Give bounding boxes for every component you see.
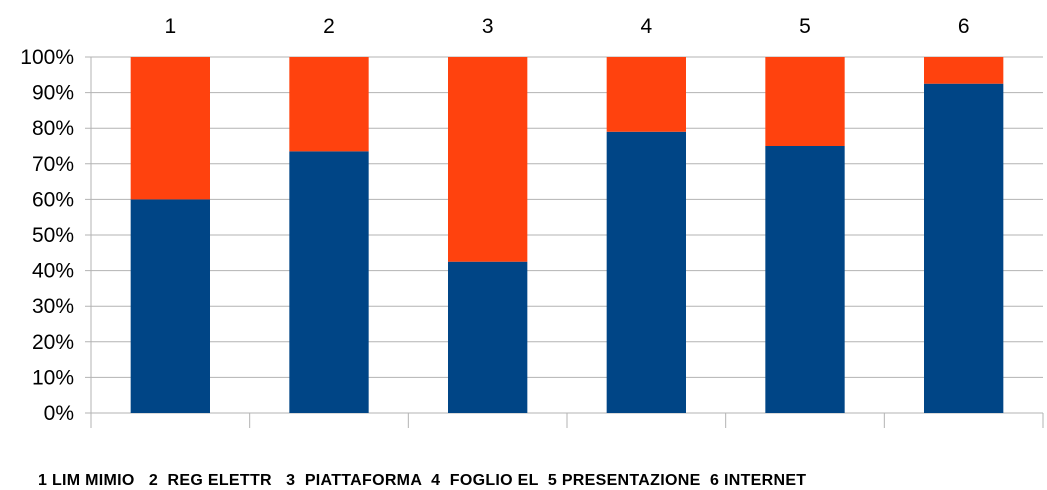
y-tick-label: 80%: [32, 117, 74, 140]
bar-segment-series-1: [130, 199, 210, 413]
y-tick-label: 50%: [32, 224, 74, 247]
category-label: 5: [799, 15, 811, 38]
bar-segment-series-2: [924, 57, 1004, 84]
bar-segment-series-1: [924, 83, 1004, 413]
category-label: 2: [323, 15, 335, 38]
bars: [130, 57, 1004, 413]
bar-segment-series-2: [130, 57, 210, 200]
footer-caption: 1 LIM MIMIO 2 REG ELETTR 3 PIATTAFORMA 4…: [38, 472, 807, 489]
bar-segment-series-1: [606, 131, 686, 413]
category-label: 3: [482, 15, 494, 38]
bar-segment-series-2: [448, 57, 528, 262]
stacked-bar-chart: 0% 10% 20% 30% 40% 50% 60% 70% 80% 90% 100% 1 2 3 4 5 6: [20, 15, 1044, 428]
category-label: 1: [164, 15, 176, 38]
axes: [90, 57, 1044, 428]
bar-segment-series-1: [765, 146, 845, 413]
y-tick-label: 0%: [44, 402, 74, 425]
bar-segment-series-2: [289, 57, 369, 152]
category-label: 6: [958, 15, 970, 38]
y-tick-label: 20%: [32, 331, 74, 354]
y-tick-label: 60%: [32, 188, 74, 211]
bar-segment-series-2: [606, 57, 686, 132]
y-tick-label: 100%: [20, 46, 74, 69]
y-tick-label: 10%: [32, 366, 74, 389]
y-tick-label: 90%: [32, 82, 74, 105]
bar-segment-series-2: [765, 57, 845, 146]
y-axis-tick-labels: 0% 10% 20% 30% 40% 50% 60% 70% 80% 90% 100%: [20, 46, 74, 425]
category-labels: 1 2 3 4 5 6: [164, 15, 969, 38]
bar-segment-series-1: [289, 151, 369, 413]
category-label: 4: [640, 15, 652, 38]
y-tick-label: 70%: [32, 153, 74, 176]
y-tick-label: 30%: [32, 295, 74, 318]
bar-segment-series-1: [448, 261, 528, 413]
grid-lines: [85, 56, 1043, 414]
y-tick-label: 40%: [32, 260, 74, 283]
